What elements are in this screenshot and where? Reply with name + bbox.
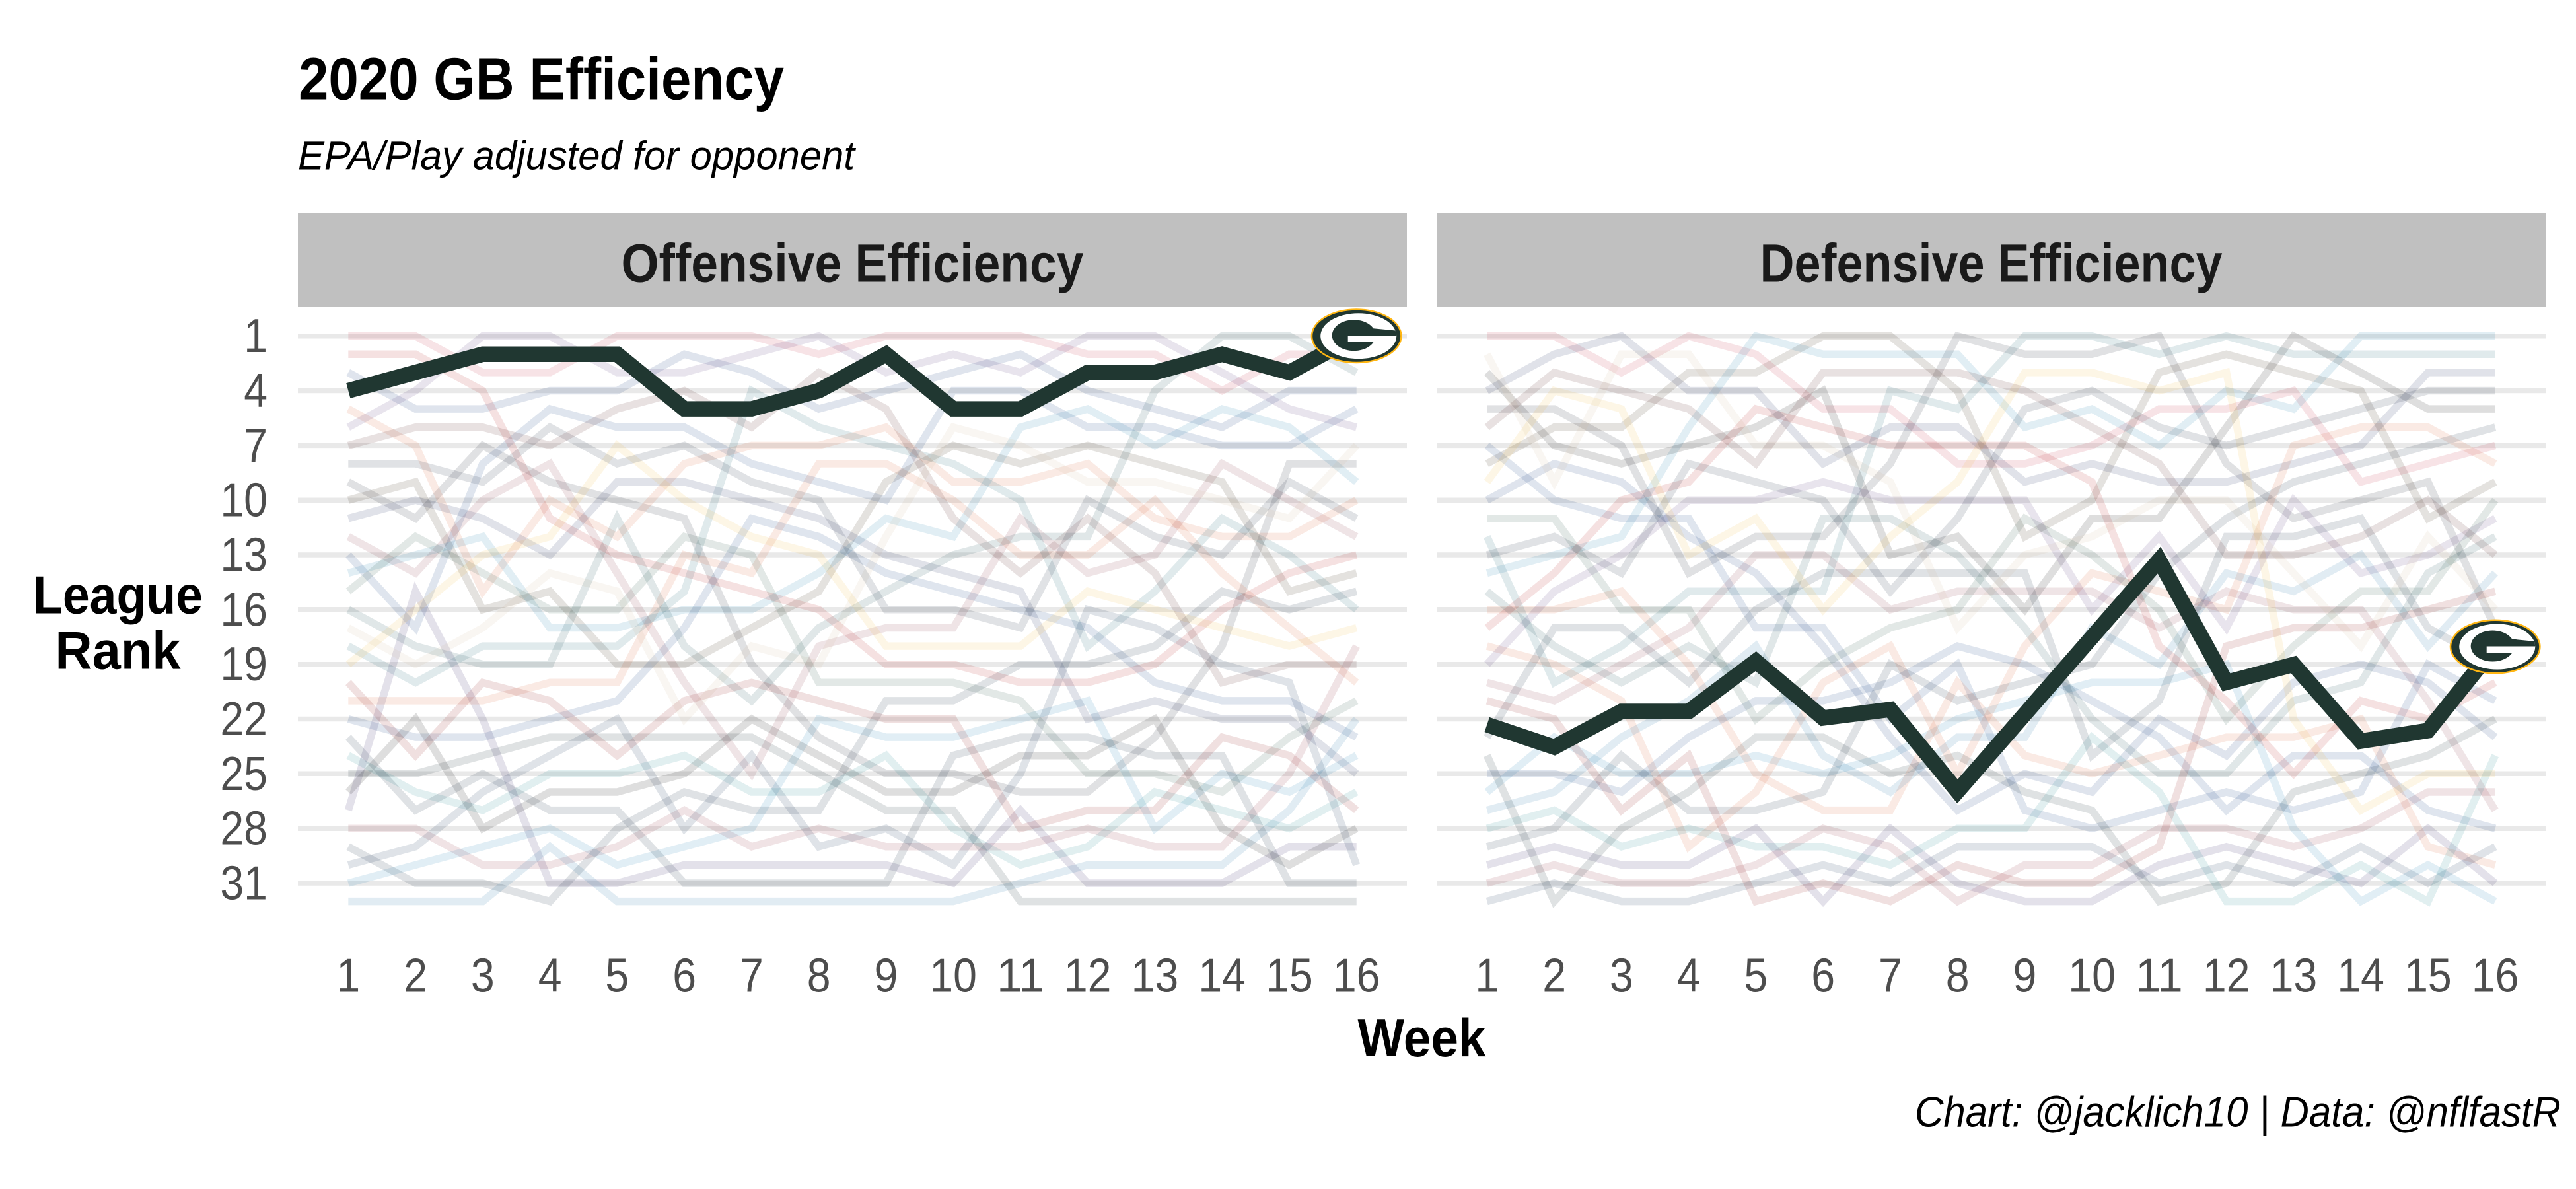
svg-text:Week: Week xyxy=(1358,1009,1486,1068)
svg-text:2: 2 xyxy=(404,949,427,1002)
svg-text:13: 13 xyxy=(1131,949,1179,1002)
svg-text:14: 14 xyxy=(1198,949,1246,1002)
svg-text:5: 5 xyxy=(605,949,629,1002)
svg-text:25: 25 xyxy=(220,747,268,801)
svg-text:6: 6 xyxy=(672,949,696,1002)
svg-text:7: 7 xyxy=(1878,949,1902,1002)
svg-text:16: 16 xyxy=(2472,949,2519,1002)
svg-text:15: 15 xyxy=(1266,949,1313,1002)
svg-text:7: 7 xyxy=(740,949,764,1002)
svg-text:3: 3 xyxy=(1610,949,1633,1002)
svg-text:19: 19 xyxy=(220,637,268,691)
svg-text:10: 10 xyxy=(929,949,977,1002)
svg-text:12: 12 xyxy=(2203,949,2250,1002)
svg-text:9: 9 xyxy=(2013,949,2037,1002)
svg-text:13: 13 xyxy=(220,528,268,582)
svg-text:2020 GB Efficiency: 2020 GB Efficiency xyxy=(299,47,784,113)
svg-text:28: 28 xyxy=(220,802,268,855)
svg-text:22: 22 xyxy=(220,692,268,746)
svg-text:Offensive Efficiency: Offensive Efficiency xyxy=(622,234,1084,294)
svg-text:11: 11 xyxy=(997,949,1044,1002)
svg-text:8: 8 xyxy=(1946,949,1970,1002)
svg-text:2: 2 xyxy=(1542,949,1566,1002)
svg-text:13: 13 xyxy=(2270,949,2318,1002)
svg-text:1: 1 xyxy=(336,949,360,1002)
svg-text:1: 1 xyxy=(244,309,268,363)
svg-text:31: 31 xyxy=(220,857,268,910)
svg-text:10: 10 xyxy=(220,474,268,527)
svg-text:4: 4 xyxy=(1677,949,1701,1002)
svg-text:4: 4 xyxy=(244,364,268,417)
svg-text:6: 6 xyxy=(1811,949,1835,1002)
svg-text:4: 4 xyxy=(538,949,562,1002)
svg-text:EPA/Play adjusted for opponent: EPA/Play adjusted for opponent xyxy=(298,133,857,178)
svg-text:16: 16 xyxy=(220,583,268,636)
svg-text:1: 1 xyxy=(1475,949,1499,1002)
svg-text:7: 7 xyxy=(244,419,268,472)
svg-text:9: 9 xyxy=(875,949,898,1002)
svg-text:12: 12 xyxy=(1064,949,1112,1002)
svg-text:16: 16 xyxy=(1333,949,1380,1002)
svg-text:League: League xyxy=(33,566,203,626)
svg-text:11: 11 xyxy=(2135,949,2183,1002)
svg-text:14: 14 xyxy=(2337,949,2384,1002)
svg-text:Chart: @jacklich10 | Data: @nf: Chart: @jacklich10 | Data: @nflfastR xyxy=(1915,1087,2561,1136)
svg-text:15: 15 xyxy=(2404,949,2452,1002)
svg-text:10: 10 xyxy=(2068,949,2116,1002)
svg-text:Rank: Rank xyxy=(55,622,181,681)
svg-text:5: 5 xyxy=(1744,949,1768,1002)
svg-text:Defensive Efficiency: Defensive Efficiency xyxy=(1760,234,2223,294)
svg-text:3: 3 xyxy=(471,949,495,1002)
svg-text:8: 8 xyxy=(807,949,831,1002)
